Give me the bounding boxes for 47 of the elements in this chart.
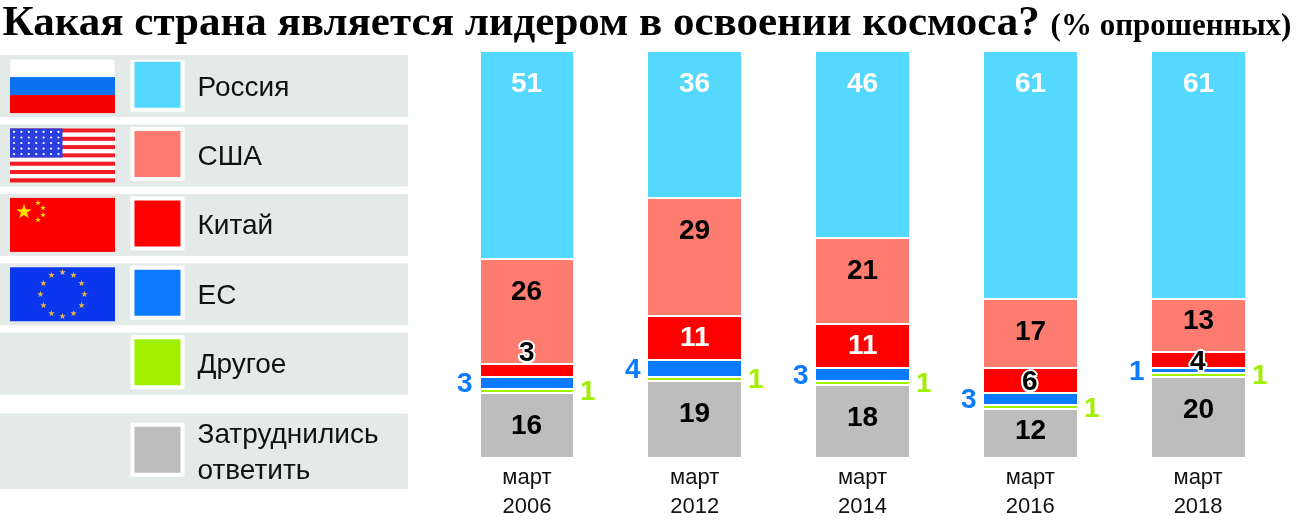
- x-tick-label: март 2014: [837, 464, 888, 518]
- data-label: 19: [679, 397, 711, 428]
- x-tick-label: март 2012: [670, 464, 720, 518]
- data-label: 46: [847, 67, 879, 98]
- data-label: 61: [1183, 67, 1215, 98]
- data-label: 36: [679, 67, 711, 98]
- bar: [1149, 375, 1247, 458]
- legend-label: Другое: [197, 348, 287, 380]
- data-label: 1: [1084, 392, 1100, 423]
- data-label: 29: [679, 214, 711, 245]
- data-label: 1: [1129, 355, 1145, 386]
- data-label: 1: [580, 375, 596, 406]
- data-label: 4: [625, 353, 641, 384]
- x-tick-label: март 2006: [502, 464, 552, 518]
- data-label: 61: [1015, 67, 1047, 98]
- data-label: 20: [1183, 393, 1215, 424]
- data-label: 13: [1183, 304, 1215, 335]
- data-label: 1: [1252, 359, 1268, 390]
- bar: [646, 379, 744, 458]
- legend-label: ЕС: [197, 278, 237, 310]
- legend-label: США: [197, 139, 263, 171]
- data-label: 3: [961, 383, 977, 414]
- data-label: 11: [848, 329, 878, 360]
- x-tick-label: март 2018: [1173, 464, 1223, 518]
- bar: [981, 408, 1079, 458]
- data-label: 3: [457, 367, 473, 398]
- data-label: 1: [916, 367, 932, 398]
- chart-title: Какая страна является лидером в освоении космоса?: [2, 0, 1040, 45]
- data-label: 3: [793, 359, 809, 390]
- data-label: 26: [511, 275, 543, 306]
- data-label: 21: [847, 254, 879, 285]
- x-tick-label: март 2016: [1005, 464, 1055, 518]
- bar: [478, 391, 576, 458]
- data-label: 6: [1022, 365, 1038, 396]
- data-label: 17: [1015, 315, 1047, 346]
- data-label: 12: [1015, 414, 1047, 445]
- data-label: 18: [847, 401, 879, 432]
- data-label: 1: [748, 363, 764, 394]
- data-label: 51: [511, 67, 543, 98]
- bar: [814, 383, 911, 458]
- data-label: 16: [511, 409, 543, 440]
- data-label: 3: [519, 336, 535, 367]
- legend-label: Россия: [197, 70, 290, 102]
- legend-label: Затруднились ответить: [197, 417, 379, 485]
- chart-subtitle: (% опрошенных): [1050, 7, 1292, 43]
- data-label: 11: [680, 321, 710, 352]
- legend-label: Китай: [197, 209, 274, 241]
